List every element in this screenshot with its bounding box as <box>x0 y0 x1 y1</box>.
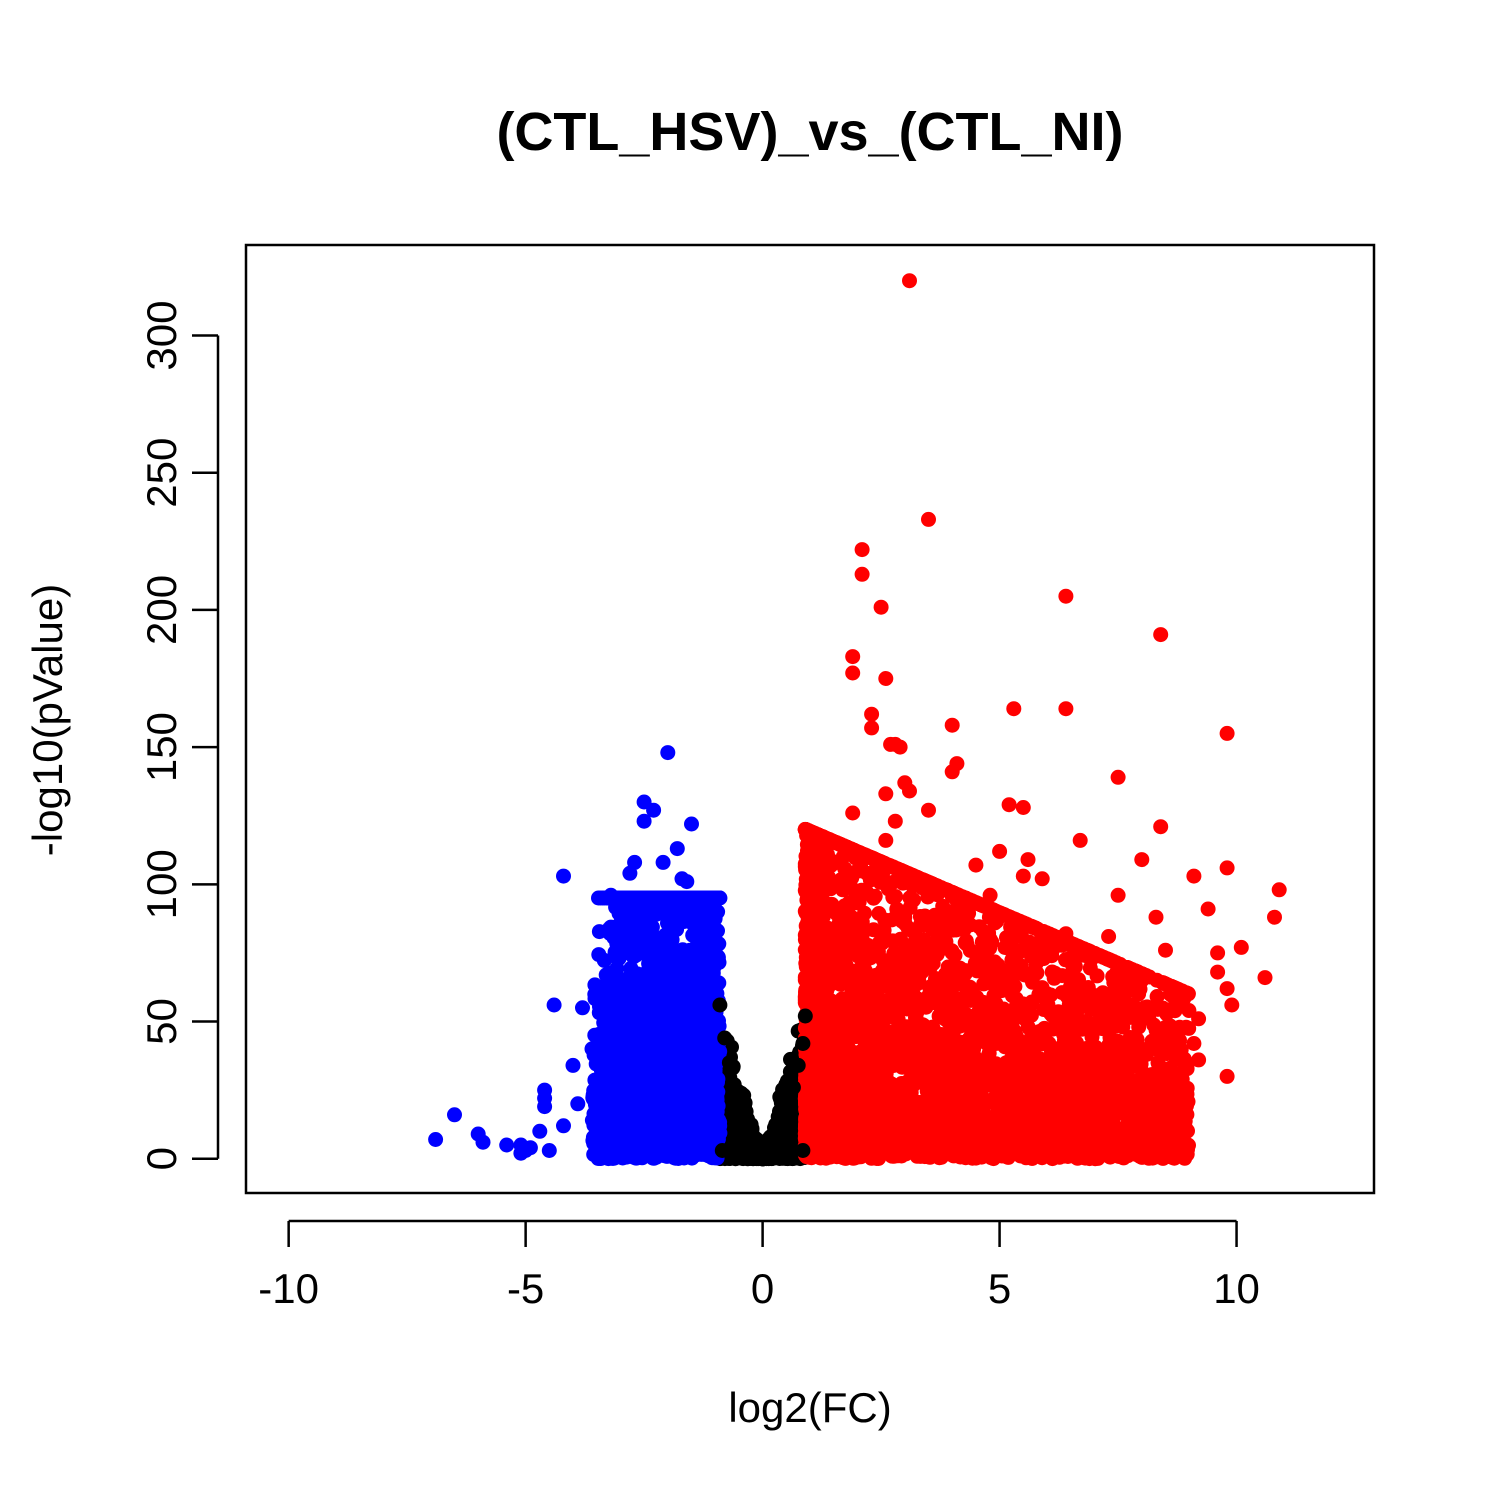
data-point <box>633 1007 649 1023</box>
data-point <box>631 1027 647 1043</box>
data-point <box>609 1049 625 1065</box>
data-point <box>679 1024 695 1040</box>
data-point <box>661 1102 677 1118</box>
data-point <box>710 1074 725 1090</box>
data-point <box>698 1121 714 1137</box>
data-point <box>623 960 639 976</box>
data-point <box>657 1074 673 1090</box>
data-point <box>641 965 657 981</box>
data-point <box>689 964 705 980</box>
data-point <box>591 924 607 940</box>
data-point <box>618 1145 634 1160</box>
data-point <box>604 986 620 1002</box>
data-point <box>664 1039 680 1055</box>
data-point <box>626 1116 642 1132</box>
data-point <box>667 1118 683 1134</box>
data-point <box>605 1128 621 1143</box>
data-point <box>703 976 719 992</box>
chart-title: (CTL_HSV)_vs_(CTL_NI) <box>496 102 1123 162</box>
data-point <box>592 1113 608 1129</box>
data-point <box>635 1130 651 1146</box>
data-point <box>626 949 641 965</box>
data-point <box>666 1088 682 1104</box>
data-point <box>659 1052 675 1068</box>
data-point <box>646 1022 662 1038</box>
data-point <box>640 1070 656 1086</box>
data-point <box>666 1150 682 1166</box>
plot-frame <box>244 243 1376 1195</box>
data-point <box>707 911 723 927</box>
data-points <box>428 273 1287 1167</box>
data-point <box>591 1005 607 1021</box>
data-point <box>685 927 701 943</box>
data-point <box>888 889 904 904</box>
data-point <box>607 944 623 960</box>
data-point <box>593 1097 609 1113</box>
data-point <box>696 944 712 960</box>
data-point <box>630 1087 646 1103</box>
data-point <box>657 927 673 943</box>
data-point <box>670 982 685 998</box>
data-point <box>696 996 712 1012</box>
data-point <box>635 920 651 936</box>
data-point <box>688 1091 704 1107</box>
data-point <box>613 1091 629 1107</box>
data-point <box>703 1096 718 1112</box>
data-point <box>684 1047 700 1063</box>
data-point <box>711 936 727 952</box>
data-point <box>643 1100 659 1116</box>
data-point <box>614 1065 630 1081</box>
data-point <box>592 1142 608 1158</box>
data-point <box>703 1034 719 1050</box>
data-point <box>685 1135 701 1151</box>
data-point <box>614 1025 630 1041</box>
data-point <box>623 980 639 995</box>
data-point <box>694 890 709 906</box>
data-point <box>591 947 607 963</box>
data-point <box>664 946 680 962</box>
data-point <box>701 1148 717 1164</box>
